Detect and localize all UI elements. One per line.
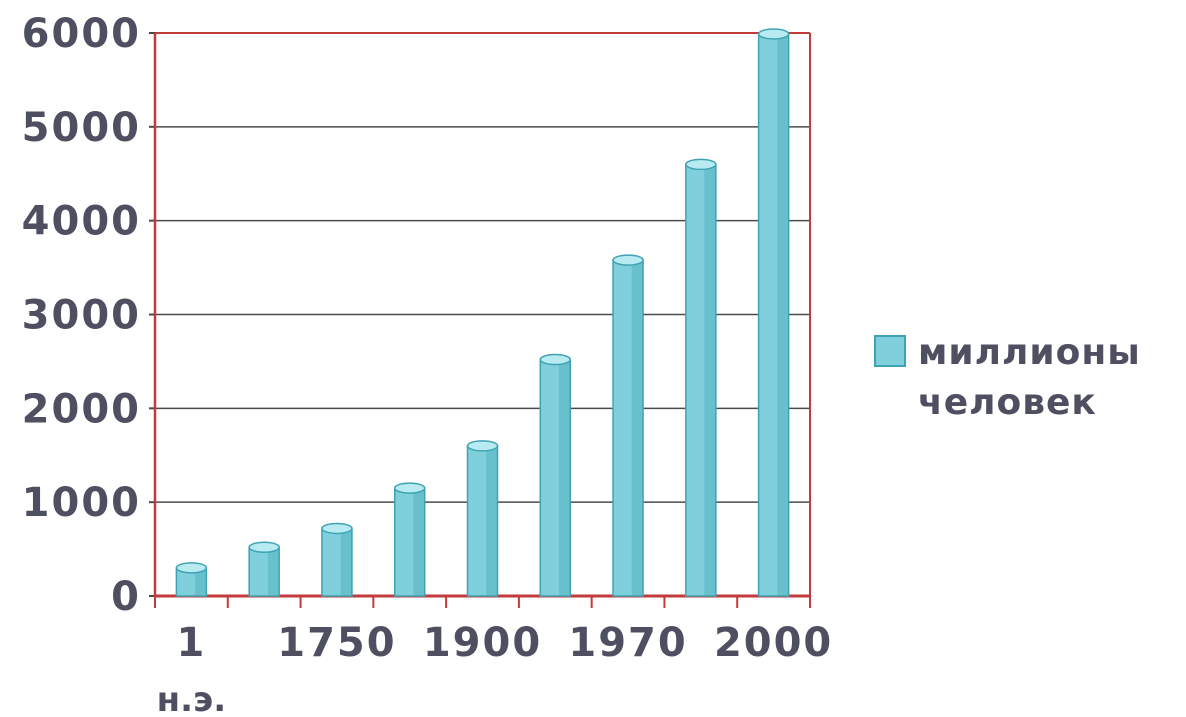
bar-top xyxy=(466,440,499,452)
bars xyxy=(175,28,790,597)
bar xyxy=(612,254,644,597)
bar-top xyxy=(757,28,790,40)
bar-shade xyxy=(558,359,571,596)
bar-top xyxy=(175,562,208,574)
x-tick-label: 2000 xyxy=(714,620,833,666)
bar xyxy=(757,28,790,597)
y-tick-label: 2000 xyxy=(22,386,141,432)
x-tick-label: 1750 xyxy=(277,620,396,666)
bar xyxy=(685,158,717,597)
legend-label-line-2: человек xyxy=(918,382,1097,423)
bar-top xyxy=(321,522,353,535)
bar-top xyxy=(248,541,280,553)
bar xyxy=(175,562,208,597)
bar-shade xyxy=(486,445,498,596)
bar-body xyxy=(539,358,572,597)
bar xyxy=(321,522,353,597)
bar-shade xyxy=(413,488,425,596)
legend-label-line-1: миллионы xyxy=(918,332,1141,373)
bar-shade xyxy=(194,567,207,596)
bar-shade xyxy=(267,547,280,596)
bar-top xyxy=(393,482,426,494)
y-tick-label: 6000 xyxy=(22,11,141,57)
legend-swatch xyxy=(874,335,906,367)
bar-top xyxy=(685,158,717,171)
x-tick-label: 1900 xyxy=(423,620,542,666)
x-axis-ticks: 1 н.э. 1750 1900 1970 2000 xyxy=(157,620,833,717)
y-tick-label: 3000 xyxy=(22,293,141,339)
bar-shade xyxy=(340,528,352,596)
bar xyxy=(393,482,426,597)
bar-shade xyxy=(631,260,644,596)
bar xyxy=(248,541,280,597)
bar-body xyxy=(685,163,717,597)
y-tick-label: 4000 xyxy=(22,199,141,245)
y-tick-label: 0 xyxy=(111,574,141,620)
y-axis-ticks: 0 1000 2000 3000 4000 5000 6000 xyxy=(22,11,141,620)
x-tick-label: 1 xyxy=(176,620,206,666)
y-tick-label: 5000 xyxy=(22,105,141,151)
x-tick-sublabel: н.э. xyxy=(157,680,226,717)
bar-body xyxy=(248,546,280,597)
bar-top xyxy=(539,353,572,366)
bar-shade xyxy=(704,164,716,596)
bar-top xyxy=(612,254,644,266)
legend: миллионы человек xyxy=(874,332,1141,423)
bar-body xyxy=(393,487,426,597)
bar-body xyxy=(466,445,499,597)
x-tick-label: 1970 xyxy=(568,620,687,666)
bar xyxy=(539,353,572,597)
bar-shade xyxy=(777,33,789,596)
y-tick-label: 1000 xyxy=(22,480,141,526)
bar xyxy=(466,440,499,597)
